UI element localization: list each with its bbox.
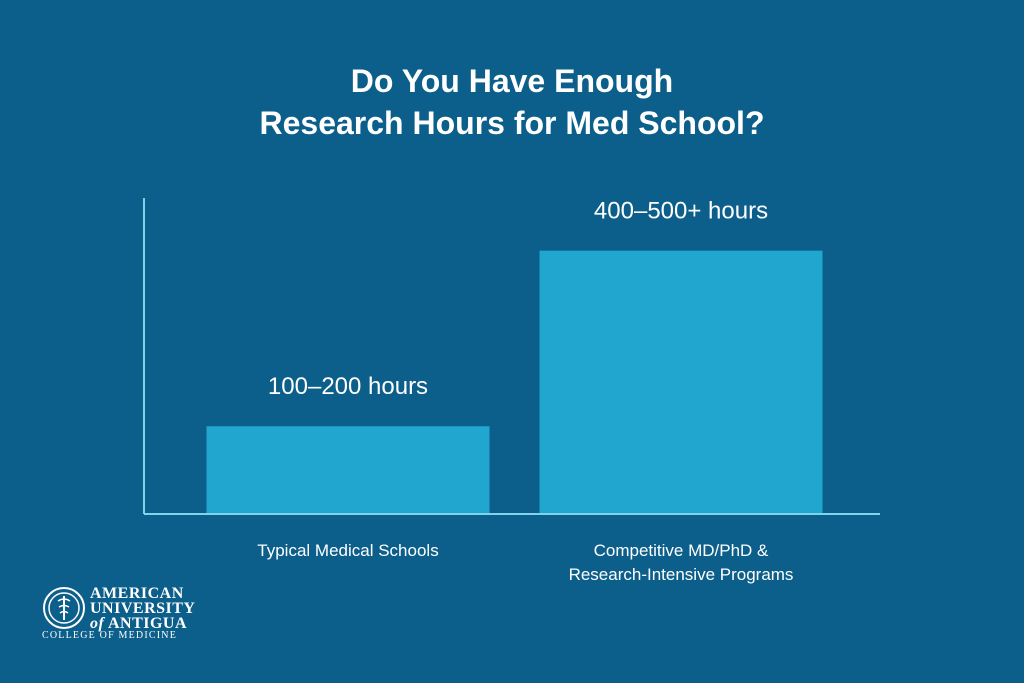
logo-subtitle: COLLEGE OF MEDICINE	[42, 630, 178, 641]
title-line-1: Do You Have Enough	[350, 63, 674, 99]
logo-wordmark: AMERICAN UNIVERSITY of ANTIGUA	[90, 585, 196, 632]
category-label-1-1: Research-Intensive Programs	[569, 565, 794, 584]
logo-line-antigua: of ANTIGUA	[90, 615, 195, 632]
category-label-0-0: Typical Medical Schools	[257, 541, 438, 560]
data-label-0: 100–200 hours	[268, 373, 428, 400]
university-logo: AMERICAN UNIVERSITY of ANTIGUA COLLEGE O…	[42, 586, 212, 646]
logo-line-american: AMERICAN	[90, 585, 184, 602]
chart-title: Do You Have Enough Research Hours for Me…	[0, 60, 1024, 144]
logo-line-university: UNIVERSITY	[90, 600, 196, 617]
bar-1	[539, 250, 823, 514]
data-label-1: 400–500+ hours	[594, 198, 768, 225]
university-seal-icon	[43, 587, 85, 629]
logo-antigua: ANTIGUA	[107, 615, 188, 632]
category-label-1-0: Competitive MD/PhD &	[594, 541, 769, 560]
bar-0	[206, 426, 490, 514]
title-line-2: Research Hours for Med School?	[259, 105, 765, 141]
logo-of: of	[90, 615, 105, 632]
